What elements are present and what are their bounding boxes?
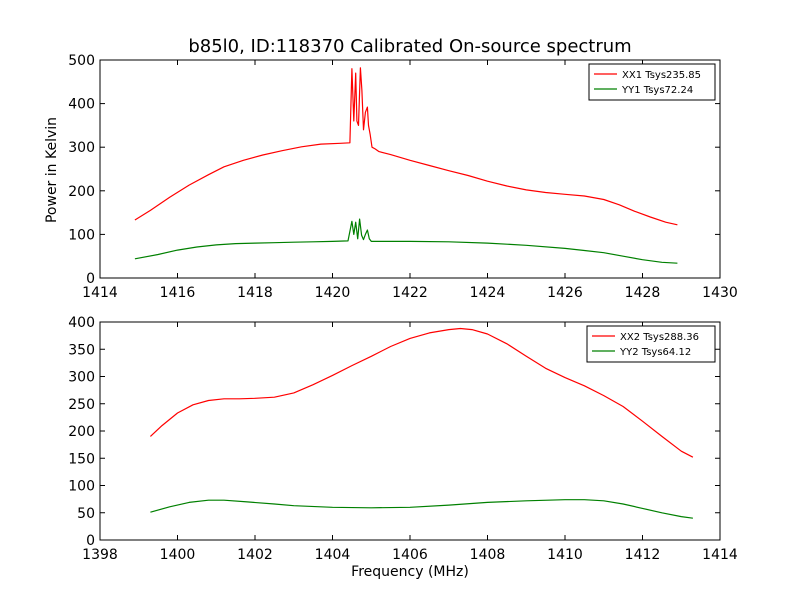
- top-legend-box: [588, 63, 716, 101]
- top-y-tick-label: 400: [68, 97, 95, 113]
- bottom-x-tick-label: 1412: [625, 547, 661, 563]
- bottom-y-tick-label: 0: [86, 533, 95, 549]
- bottom-x-tick-label: 1410: [547, 547, 583, 563]
- y-axis-label: Power in Kelvin: [44, 117, 60, 223]
- top-x-tick-label: 1426: [547, 285, 583, 301]
- bottom-y-tick-label: 100: [68, 479, 95, 495]
- bottom-x-tick-label: 1414: [702, 547, 738, 563]
- top-x-tick-label: 1416: [160, 285, 196, 301]
- bottom-y-tick-label: 250: [68, 397, 95, 413]
- bottom-y-tick-label: 350: [68, 342, 95, 358]
- top-y-tick-label: 300: [68, 140, 95, 156]
- top-x-tick-label: 1428: [625, 285, 661, 301]
- bottom-x-tick-label: 1408: [470, 547, 506, 563]
- top-y-tick-label: 500: [68, 53, 95, 69]
- top-legend-label: XX1 Tsys235.85: [622, 70, 701, 81]
- top-x-tick-label: 1430: [702, 285, 738, 301]
- top-y-tick-label: 100: [68, 227, 95, 243]
- bottom-x-tick-label: 1402: [237, 547, 273, 563]
- bottom-x-tick-label: 1406: [392, 547, 428, 563]
- bottom-x-tick-label: 1398: [82, 547, 118, 563]
- top-y-tick-label: 0: [86, 271, 95, 287]
- bottom-x-tick-label: 1404: [315, 547, 351, 563]
- bottom-legend-label: XX2 Tsys288.36: [620, 332, 699, 343]
- top-x-tick-label: 1422: [392, 285, 428, 301]
- top-y-tick-label: 200: [68, 184, 95, 200]
- bottom-y-tick-label: 400: [68, 315, 95, 331]
- bottom-legend-label: YY2 Tsys64.12: [619, 347, 691, 358]
- top-series-line-xx: [134, 67, 678, 226]
- figure-title: b85l0, ID:118370 Calibrated On-source sp…: [188, 36, 631, 57]
- top-series-line-yy: [134, 218, 678, 264]
- top-x-tick-label: 1414: [82, 285, 118, 301]
- top-plot-panel: 1414 1416 1418 1420 1422 1424 1426 1428 1430 0 100…: [68, 53, 738, 301]
- bottom-series-line-xx: [149, 327, 694, 458]
- x-axis-label: Frequency (MHz): [351, 564, 469, 580]
- bottom-plot-panel: 1398 1400 1402 1404 1406 1408 1410 1412 1414 0 50 1…: [68, 315, 738, 563]
- bottom-y-tick-label: 200: [68, 424, 95, 440]
- top-x-tick-label: 1418: [237, 285, 273, 301]
- top-legend-label: YY1 Tsys72.24: [621, 85, 693, 96]
- bottom-y-tick-label: 50: [77, 506, 95, 522]
- bottom-legend-box: [586, 325, 716, 363]
- bottom-x-tick-label: 1400: [160, 547, 196, 563]
- top-x-tick-label: 1420: [315, 285, 351, 301]
- top-x-tick-label: 1424: [470, 285, 506, 301]
- bottom-y-tick-label: 300: [68, 370, 95, 386]
- bottom-y-tick-label: 150: [68, 451, 95, 467]
- bottom-series-line-yy: [150, 499, 693, 519]
